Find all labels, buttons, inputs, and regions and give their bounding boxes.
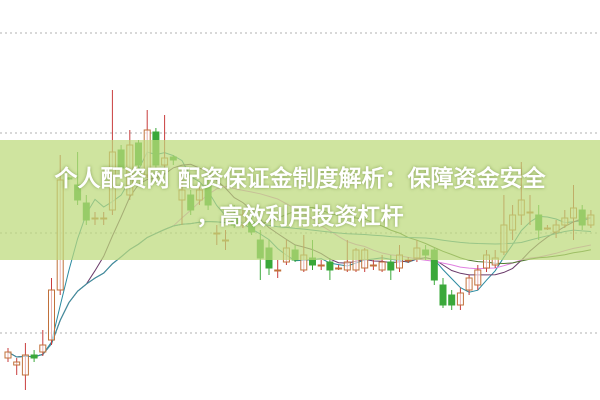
- candle-body: [404, 259, 412, 262]
- candle-body: [48, 289, 55, 341]
- candle-body: [326, 261, 334, 271]
- candle-body: [439, 284, 447, 306]
- candle-body: [448, 294, 456, 306]
- candle-body: [343, 261, 351, 271]
- candle-body: [378, 261, 386, 271]
- candle-body: [456, 292, 464, 306]
- candle-body: [30, 354, 38, 359]
- candle-body: [13, 361, 21, 366]
- candle-body: [21, 354, 29, 376]
- article-title: 个人配资网 配资保证金制度解析：保障资金安全 ，高效利用投资杠杆: [0, 160, 600, 236]
- candle-body: [4, 351, 12, 359]
- title-line-1: 个人配资网 配资保证金制度解析：保障资金安全: [54, 166, 546, 192]
- candle-body: [317, 264, 325, 267]
- candle-body: [335, 267, 343, 270]
- candle-body: [387, 261, 395, 271]
- candle-body: [474, 269, 482, 286]
- title-line-2: ，高效利用投资杠杆: [196, 204, 404, 230]
- title-banner: [0, 140, 600, 260]
- candle-body: [39, 344, 47, 353]
- candle-body: [465, 277, 473, 291]
- candle-body: [369, 264, 377, 267]
- candle-body: [274, 269, 282, 272]
